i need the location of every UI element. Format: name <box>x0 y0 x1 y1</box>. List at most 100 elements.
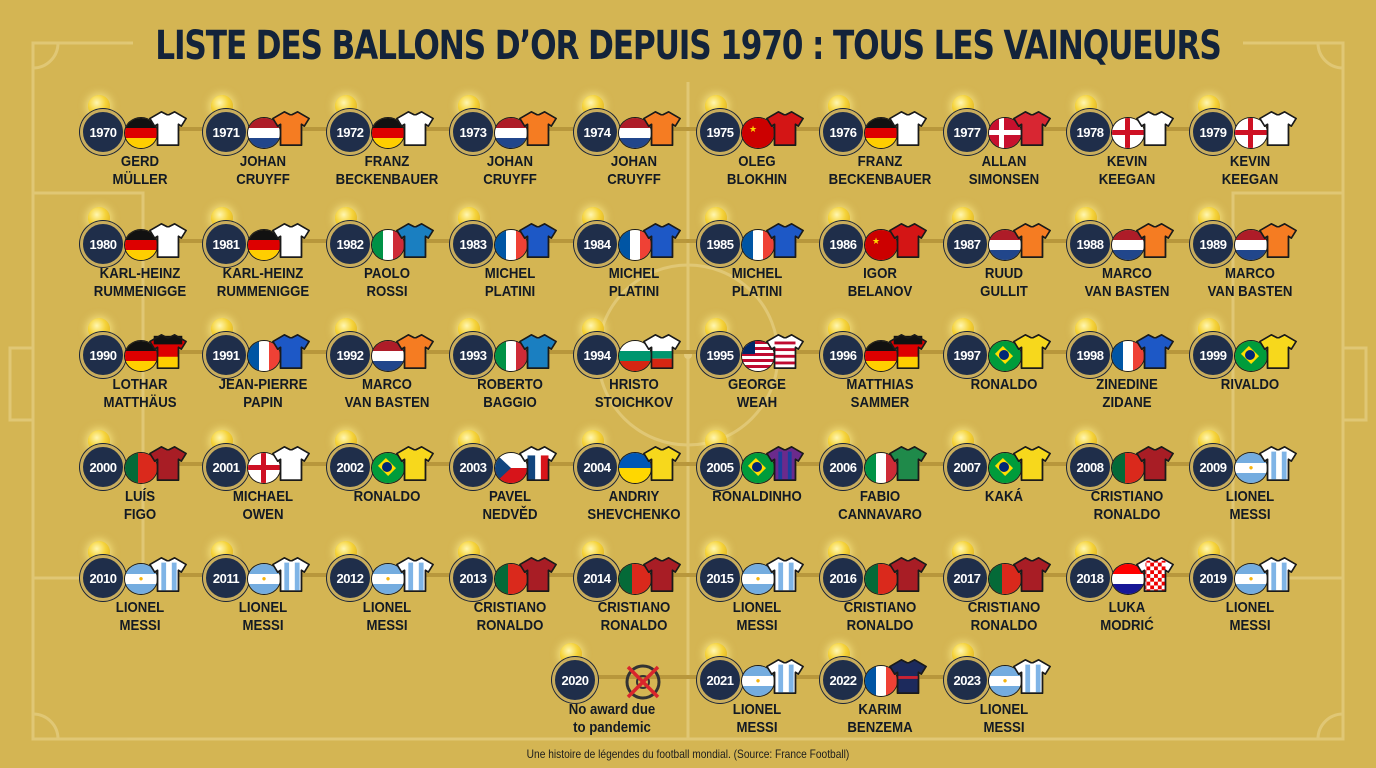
winner-card: 1998 ZINEDINE ZIDANE <box>1067 318 1187 428</box>
year-badge: 2021 <box>697 657 743 703</box>
jersey-icon <box>1135 555 1175 595</box>
winner-card: 1971 JOHAN CRUYFF <box>203 95 323 205</box>
name-line-1: PAOLO <box>364 265 410 282</box>
winner-name: FRANZ BECKENBAUER <box>810 153 951 189</box>
winner-card: 1984 MICHEL PLATINI <box>574 207 694 317</box>
name-line-2: BELANOV <box>847 283 913 300</box>
flag-portugal-icon <box>864 563 898 595</box>
name-line-2: SIMONSEN <box>968 171 1040 188</box>
jersey-icon <box>518 555 558 595</box>
name-line-2: CRUYFF <box>483 171 537 188</box>
winner-card: 2005 RONALDINHO <box>697 430 817 540</box>
year-badge: 2017 <box>944 555 990 601</box>
jersey-icon <box>642 221 682 261</box>
winner-card: 1992 MARCO VAN BASTEN <box>327 318 447 428</box>
winner-name: KEVIN KEEGAN <box>1180 153 1321 189</box>
year-badge: 2022 <box>820 657 866 703</box>
name-line-1: GEORGE <box>728 376 786 393</box>
year-badge: 1980 <box>80 221 126 267</box>
flag-england-icon <box>247 452 281 484</box>
jersey-icon <box>148 109 188 149</box>
name-line-1: KAKÁ <box>984 488 1024 505</box>
winner-card: 1993 ROBERTO BAGGIO <box>450 318 570 428</box>
year-badge: 2018 <box>1067 555 1113 601</box>
year-badge: 1979 <box>1190 109 1236 155</box>
name-line-2: WEAH <box>736 394 778 411</box>
year-badge: 1999 <box>1190 332 1236 378</box>
jersey-icon <box>1135 444 1175 484</box>
page-title: LISTE DES BALLONS D’OR DEPUIS 1970 : TOU… <box>155 23 1222 69</box>
year-badge: 2016 <box>820 555 866 601</box>
winner-card: 1976 FRANZ BECKENBAUER <box>820 95 940 205</box>
winner-name: FRANZ BECKENBAUER <box>317 153 458 189</box>
winner-card: 2012 ● LIONEL MESSI <box>327 541 447 651</box>
winner-card: 1999 RIVALDO <box>1190 318 1310 428</box>
jersey-icon <box>1012 555 1052 595</box>
name-line-2: MESSI <box>1229 506 1271 523</box>
name-line-1: FRANZ <box>364 153 410 170</box>
name-line-1: RIVALDO <box>1220 376 1280 393</box>
name-line-2: BAGGIO <box>483 394 537 411</box>
winner-name: MARCO VAN BASTEN <box>1057 265 1198 301</box>
jersey-icon <box>271 109 311 149</box>
winner-card: 2017 CRISTIANO RONALDO <box>944 541 1064 651</box>
name-line-2: MESSI <box>1229 617 1271 634</box>
name-line-2: MESSI <box>242 617 284 634</box>
year-badge: 2015 <box>697 555 743 601</box>
name-line-2: PLATINI <box>484 283 536 300</box>
year-badge: 1986 <box>820 221 866 267</box>
winner-card: 1986 ★ IGOR BELANOV <box>820 207 940 317</box>
name-line-2: PLATINI <box>608 283 660 300</box>
name-line-1: LUÍS <box>124 488 156 505</box>
jersey-icon <box>765 555 805 595</box>
winner-card: 2019 ● LIONEL MESSI <box>1190 541 1310 651</box>
name-line-1: LIONEL <box>1225 599 1275 616</box>
winner-card: 1983 MICHEL PLATINI <box>450 207 570 317</box>
winner-card: 1987 RUUD GULLIT <box>944 207 1064 317</box>
winner-name: KAKÁ <box>934 488 1075 506</box>
name-line-1: ZINEDINE <box>1096 376 1158 393</box>
winner-card: 1994 HRISTO STOICHKOV <box>574 318 694 428</box>
winner-card: 2015 ● LIONEL MESSI <box>697 541 817 651</box>
winner-card: 2007 KAKÁ <box>944 430 1064 540</box>
name-line-2: MESSI <box>736 719 778 736</box>
winner-name: LIONEL MESSI <box>687 599 828 635</box>
jersey-icon <box>148 332 188 372</box>
year-badge: 1974 <box>574 109 620 155</box>
footer-source: Une histoire de légendes du football mon… <box>526 747 850 761</box>
winner-card: 2006 FABIO CANNAVARO <box>820 430 940 540</box>
name-line-2: MESSI <box>736 617 778 634</box>
winner-name: RUUD GULLIT <box>934 265 1075 301</box>
name-line-2: VAN BASTEN <box>344 394 430 411</box>
year-badge: 1977 <box>944 109 990 155</box>
winner-name: No award due to pandemic <box>542 701 683 737</box>
jersey-icon <box>1258 555 1298 595</box>
jersey-icon <box>395 221 435 261</box>
year-badge: 1970 <box>80 109 126 155</box>
winner-card: 2022 KARIM BENZEMA <box>820 643 940 753</box>
winner-card: 1981 KARL-HEINZ RUMMENIGGE <box>203 207 323 317</box>
name-line-1: LIONEL <box>362 599 412 616</box>
winner-card: 1977 ALLAN SIMONSEN <box>944 95 1064 205</box>
winner-name: MICHEL PLATINI <box>687 265 828 301</box>
year-badge: 1985 <box>697 221 743 267</box>
winner-card: 1982 PAOLO ROSSI <box>327 207 447 317</box>
winner-card: 2021 ● LIONEL MESSI <box>697 643 817 753</box>
winner-name: KEVIN KEEGAN <box>1057 153 1198 189</box>
winner-card: 1975 ★ OLEG BLOKHIN <box>697 95 817 205</box>
year-badge: 1975 <box>697 109 743 155</box>
name-line-2: NEDVĚD <box>482 506 538 523</box>
winner-name: CRISTIANO RONALDO <box>1057 488 1198 524</box>
winner-name: JOHAN CRUYFF <box>564 153 705 189</box>
year-badge: 2013 <box>450 555 496 601</box>
name-line-2: MESSI <box>983 719 1025 736</box>
name-line-2: RONALDO <box>846 617 914 634</box>
year-badge: 2012 <box>327 555 373 601</box>
name-line-2: MESSI <box>366 617 408 634</box>
year-badge: 1990 <box>80 332 126 378</box>
winner-name: ALLAN SIMONSEN <box>934 153 1075 189</box>
jersey-icon <box>395 555 435 595</box>
jersey-icon <box>518 332 558 372</box>
name-line-2: PAPIN <box>243 394 283 411</box>
name-line-1: MARCO <box>1102 265 1152 282</box>
